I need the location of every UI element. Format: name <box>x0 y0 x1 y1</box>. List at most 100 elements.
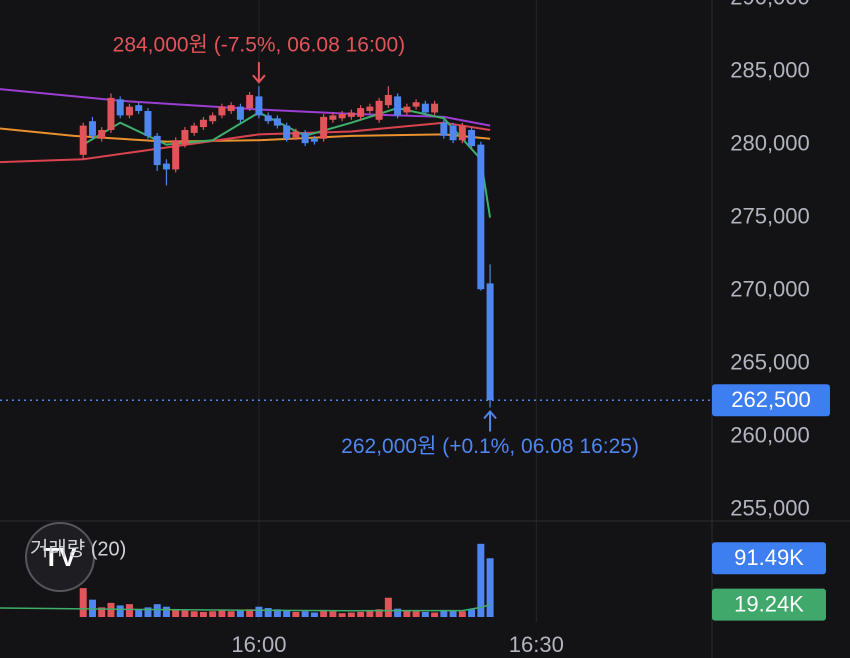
y-tick-label: 290,000 <box>730 0 810 9</box>
volume-bar <box>310 612 318 617</box>
candle-body <box>107 97 115 130</box>
volume-bar <box>403 610 411 617</box>
volume-bar <box>199 611 207 617</box>
volume-bar <box>292 611 300 617</box>
candle-body <box>431 103 439 113</box>
y-tick-label: 265,000 <box>730 350 810 375</box>
x-tick-label: 16:30 <box>509 632 564 657</box>
candle-body <box>116 99 124 116</box>
volume-bar <box>338 613 346 617</box>
candle-body <box>153 135 161 166</box>
price-pane <box>0 86 712 408</box>
volume-bar <box>449 610 457 617</box>
volume-bar <box>116 605 124 617</box>
annotation-text: 284,000원 (-7.5%, 06.08 16:00) <box>113 34 406 57</box>
candle-body <box>125 106 133 116</box>
volume-bar <box>329 611 337 617</box>
candle-body <box>320 116 328 139</box>
annotation-arrow <box>483 409 497 432</box>
candle-body <box>486 283 494 401</box>
y-tick-label: 255,000 <box>730 496 810 521</box>
volume-bar <box>384 597 392 617</box>
volume-bar <box>375 609 383 617</box>
annotation-arrow <box>252 62 266 84</box>
volume-bar <box>218 609 226 617</box>
candle-body <box>468 130 476 147</box>
moving-average <box>0 127 491 143</box>
candle-body <box>283 125 291 139</box>
volume-bar <box>273 609 281 617</box>
candle-body <box>403 106 411 113</box>
candle-body <box>329 115 337 120</box>
volume-bar <box>357 611 365 617</box>
volume-bar <box>264 608 272 617</box>
volume-bar <box>412 611 420 617</box>
x-tick-label: 16:00 <box>231 632 286 657</box>
volume-bar <box>255 606 263 617</box>
volume-bar <box>431 612 439 617</box>
moving-average <box>0 121 491 164</box>
volume-bar <box>209 611 217 617</box>
candle-body <box>88 121 96 136</box>
last-price-box <box>712 384 830 417</box>
candle-body <box>209 115 217 122</box>
volume-bar <box>468 609 476 617</box>
volume-pane <box>0 543 494 617</box>
candle-body <box>384 94 392 106</box>
volume-bar <box>162 606 170 617</box>
y-tick-label: 270,000 <box>730 276 810 301</box>
candle-body <box>190 125 198 133</box>
overlay: 255,000 260,000 265,000 270,000 275,000 280,0… <box>113 0 830 657</box>
volume-bar <box>236 610 244 617</box>
candle-body <box>255 96 263 116</box>
candle-body <box>218 106 226 116</box>
volume-bar <box>394 608 402 617</box>
candle-body <box>236 106 244 120</box>
volume-value-box <box>712 588 826 621</box>
candle-body <box>375 100 383 120</box>
logo-text: TV <box>43 542 77 572</box>
volume-bar <box>440 609 448 617</box>
candle-body <box>135 105 143 112</box>
candle-body <box>144 111 152 136</box>
volume-bar <box>320 609 328 617</box>
logo <box>25 522 95 592</box>
candle-body <box>227 105 235 112</box>
volume-bar <box>79 588 87 617</box>
candle-body <box>458 125 466 141</box>
volume-bar <box>135 609 143 617</box>
volume-value-box <box>712 542 826 575</box>
volume-bar <box>301 611 309 617</box>
volume-bar <box>98 607 106 617</box>
volume-title: 거래량 (20) <box>30 537 126 560</box>
volume-bar <box>153 604 161 617</box>
volume-bar <box>172 609 180 617</box>
volume-bar <box>144 607 152 617</box>
y-tick-label: 275,000 <box>730 203 810 228</box>
volume-bar <box>181 610 189 617</box>
candle-body <box>292 131 300 138</box>
candle-body <box>98 130 106 139</box>
candle-body <box>301 132 309 144</box>
y-tick-label: 280,000 <box>730 130 810 155</box>
candle-body <box>421 103 429 113</box>
volume-value-label: 19.24K <box>734 591 804 616</box>
volume-bar <box>246 609 254 617</box>
candle-body <box>172 140 180 170</box>
y-tick-label: 260,000 <box>730 423 810 448</box>
volume-bar <box>190 611 198 617</box>
candle-body <box>477 144 485 290</box>
volume-bar <box>227 611 235 617</box>
candle-body <box>449 125 457 141</box>
last-price-label: 262,500 <box>731 387 811 412</box>
volume-bar <box>283 610 291 617</box>
candle-body <box>366 106 374 112</box>
annotation-text: 262,000원 (+0.1%, 06.08 16:25) <box>341 435 639 458</box>
candle-body <box>412 102 420 107</box>
volume-bar <box>366 611 374 617</box>
candle-body <box>162 163 170 170</box>
candle-body <box>357 108 365 117</box>
candle-body <box>246 94 254 109</box>
